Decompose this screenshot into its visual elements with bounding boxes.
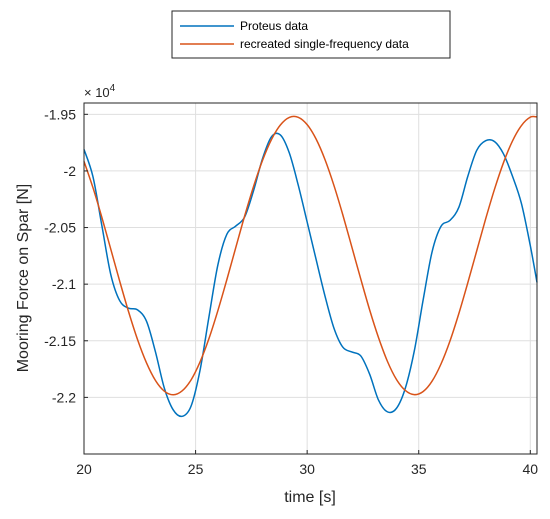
series-line-proteus bbox=[83, 132, 538, 418]
legend-label-recreated: recreated single-frequency data bbox=[240, 37, 409, 51]
y-exponent-power: 4 bbox=[110, 83, 116, 94]
x-tick-label: 30 bbox=[299, 461, 315, 477]
x-tick-label: 35 bbox=[411, 461, 427, 477]
series-line-recreated bbox=[83, 115, 538, 396]
y-tick-label: -2.15 bbox=[44, 333, 76, 349]
x-tick-label: 25 bbox=[188, 461, 204, 477]
y-axis-label: Mooring Force on Spar [N] bbox=[15, 184, 32, 373]
series-layer bbox=[83, 115, 538, 418]
y-tick-label: -2.1 bbox=[52, 276, 76, 292]
ticks: 20 25 30 35 40 -1.95 -2 -2.05 -2.1 -2.15 -2.2 bbox=[44, 106, 538, 477]
y-exponent-base: × 10 bbox=[84, 85, 110, 100]
legend-box bbox=[171, 10, 451, 59]
x-axis-label: time [s] bbox=[284, 489, 336, 506]
legend-label-proteus: Proteus data bbox=[240, 19, 308, 33]
y-tick-label: -2.05 bbox=[44, 220, 76, 236]
axes-box bbox=[83, 102, 538, 455]
y-tick-label: -1.95 bbox=[44, 106, 76, 122]
y-tick-label: -2 bbox=[64, 163, 77, 179]
x-tick-label: 40 bbox=[523, 461, 539, 477]
legend: Proteus data recreated single-frequency … bbox=[171, 10, 451, 59]
y-tick-label: -2.2 bbox=[52, 389, 76, 405]
y-exponent-label: × 104 bbox=[84, 83, 116, 100]
x-tick-label: 20 bbox=[76, 461, 92, 477]
plot-area bbox=[84, 103, 537, 454]
